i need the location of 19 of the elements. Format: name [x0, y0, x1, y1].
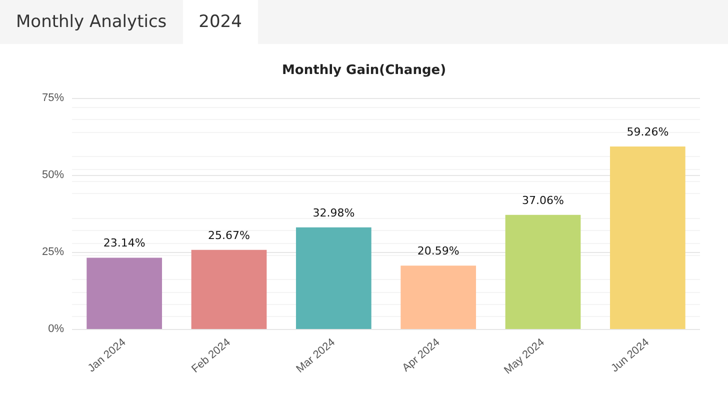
- y-tick-label: 25%: [42, 246, 64, 258]
- data-label: 25.67%: [208, 228, 250, 242]
- chart-title: Monthly Gain(Change): [282, 63, 446, 78]
- data-label: 32.98%: [312, 206, 355, 220]
- y-tick-label: 50%: [42, 169, 64, 181]
- data-label: 23.14%: [103, 236, 146, 250]
- y-tick-label: 0%: [48, 323, 64, 335]
- bar: [296, 227, 372, 329]
- bar: [400, 266, 476, 329]
- data-label: 20.59%: [417, 244, 460, 258]
- text: Monthly Analytics: [15, 11, 168, 34]
- y-tick-label: 75%: [42, 92, 64, 104]
- bar: [610, 146, 686, 329]
- data-label: 59.26%: [626, 125, 669, 138]
- text: 2024: [182, 0, 258, 44]
- bar: [191, 250, 267, 329]
- bar: [505, 214, 581, 329]
- bar: [86, 258, 162, 329]
- data-label: 37.06%: [522, 194, 564, 207]
